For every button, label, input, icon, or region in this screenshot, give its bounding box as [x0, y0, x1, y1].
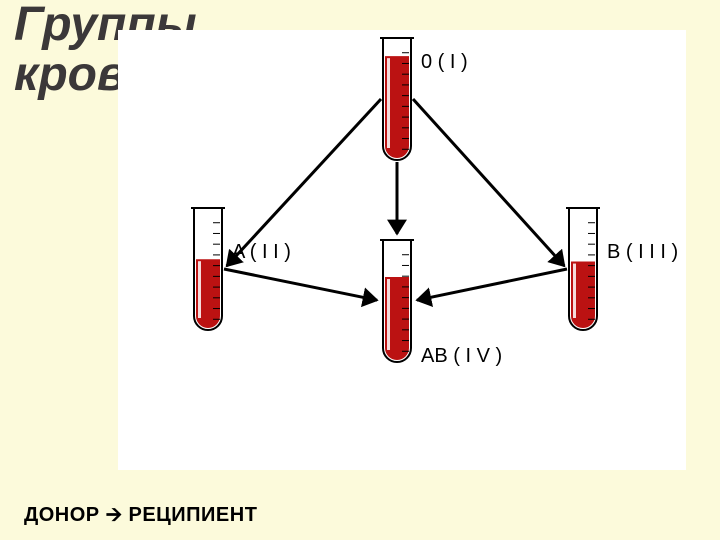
tube-ab: AB ( I V )	[380, 240, 502, 367]
tube-label-a: A ( I I )	[232, 241, 291, 263]
tube-label-b: B ( I I I )	[607, 241, 678, 263]
tube-a: A ( I I )	[191, 208, 291, 330]
donor-recipient-footer: ДОНОР 🡪 РЕЦИПИЕНТ	[24, 500, 257, 534]
arrow-o-to-b	[413, 99, 564, 266]
tube-label-ab: AB ( I V )	[421, 345, 502, 367]
blood-type-diagram: 0 ( I ) A ( I I ) AB ( I V ) B ( I I I )	[118, 30, 686, 470]
tube-label-o: 0 ( I )	[421, 51, 468, 73]
arrow-a-to-ab	[224, 269, 377, 300]
tube-o: 0 ( I )	[380, 38, 468, 160]
tube-b: B ( I I I )	[566, 208, 678, 330]
slide: Группы крови 0 ( I )A ( I I )AB ( I V )B…	[0, 0, 720, 540]
arrow-b-to-ab	[417, 269, 567, 300]
diagram-panel: 0 ( I ) A ( I I ) AB ( I V ) B ( I I I )	[118, 30, 686, 470]
